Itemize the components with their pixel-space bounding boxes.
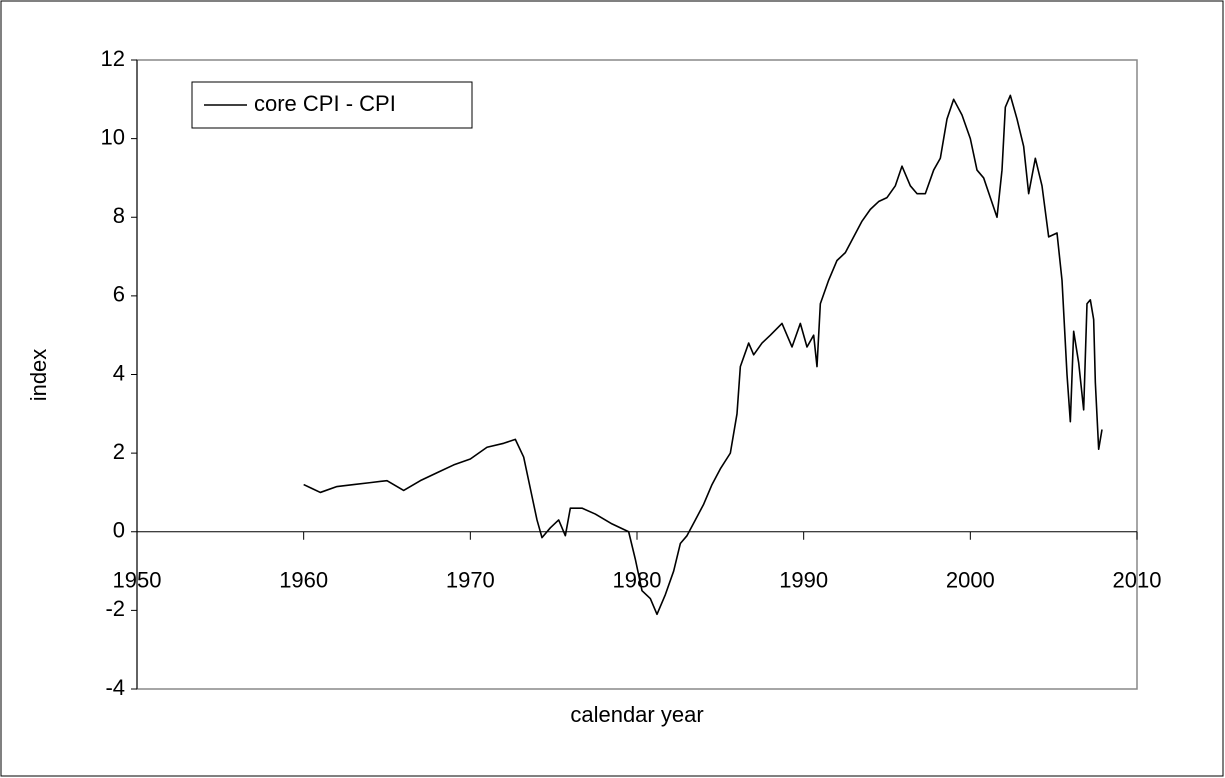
y-tick-label: -2 — [105, 596, 125, 621]
x-tick-label: 1960 — [279, 568, 328, 593]
y-tick-label: 12 — [101, 46, 125, 71]
x-tick-label: 2000 — [946, 568, 995, 593]
y-axis-label: index — [26, 349, 51, 402]
y-tick-label: 6 — [113, 282, 125, 307]
y-tick-label: 8 — [113, 203, 125, 228]
y-tick-label: 0 — [113, 518, 125, 543]
legend-label: core CPI - CPI — [254, 91, 396, 116]
y-tick-label: -4 — [105, 675, 125, 700]
x-axis-label: calendar year — [570, 702, 703, 727]
y-tick-label: 4 — [113, 360, 125, 385]
y-tick-label: 2 — [113, 439, 125, 464]
x-tick-label: 1970 — [446, 568, 495, 593]
y-tick-label: 10 — [101, 124, 125, 149]
x-tick-label: 1950 — [113, 568, 162, 593]
data-line — [303, 94, 1103, 616]
x-tick-label: 2010 — [1113, 568, 1162, 593]
x-tick-label: 1980 — [613, 568, 662, 593]
x-tick-label: 1990 — [779, 568, 828, 593]
